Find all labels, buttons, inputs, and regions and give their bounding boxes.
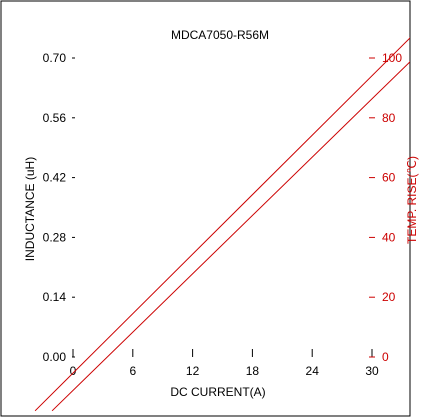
y-right-tick-label: 20: [382, 290, 396, 304]
y-axis-left-label: INDUCTANCE (uH): [23, 157, 37, 261]
y-axis-right-label: TEMP. RISE(℃): [405, 156, 419, 244]
chart-frame: [0, 0, 411, 417]
y-right-tick-label: 40: [382, 230, 396, 244]
y-left-tick-label: 0.14: [43, 290, 67, 304]
y-left-tick-label: 0.56: [43, 111, 67, 125]
y-right-tick-label: 0: [382, 350, 389, 364]
temp-rise-line-1: [34, 37, 410, 412]
temp-rise-line-2: [51, 61, 410, 412]
y-left-tick-label: 0.28: [43, 230, 67, 244]
x-axis-label: DC CURRENT(A): [170, 385, 265, 399]
x-tick-label: 12: [186, 364, 200, 378]
y-right-tick-label: 60: [382, 171, 396, 185]
chart-title: MDCA7050-R56M: [171, 28, 269, 42]
y-right-tick-label: 80: [382, 111, 396, 125]
x-tick-label: 18: [246, 364, 260, 378]
x-tick-label: 30: [365, 364, 379, 378]
x-tick-label: 24: [306, 364, 320, 378]
y-left-tick-label: 0.00: [43, 350, 67, 364]
y-left-tick-label: 0.70: [43, 51, 67, 65]
y-right-tick-label: 100: [382, 51, 402, 65]
x-tick-label: 0: [70, 364, 77, 378]
y-left-tick-label: 0.42: [43, 171, 67, 185]
x-tick-label: 6: [129, 364, 136, 378]
